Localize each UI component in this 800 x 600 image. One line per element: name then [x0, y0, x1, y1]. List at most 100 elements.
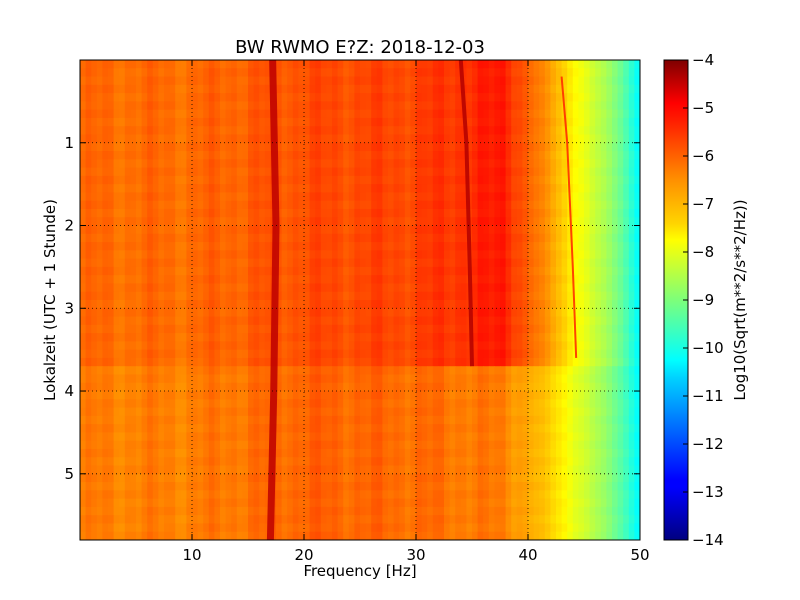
heatmap-cell [287, 250, 294, 260]
heatmap-cell [595, 382, 602, 392]
heatmap-cell [169, 134, 176, 144]
heatmap-cell [544, 283, 551, 293]
heatmap-cell [236, 68, 243, 78]
heatmap-cell [494, 217, 501, 227]
heatmap-cell [382, 399, 389, 409]
heatmap-cell [214, 109, 221, 119]
heatmap-cell [326, 76, 333, 86]
heatmap-cell [365, 101, 372, 111]
heatmap-cell [544, 126, 551, 136]
heatmap-cell [348, 60, 355, 69]
heatmap-cell [634, 283, 640, 293]
heatmap-cell [544, 407, 551, 417]
heatmap-cell [578, 308, 585, 318]
heatmap-cell [259, 448, 266, 458]
heatmap-cell [124, 440, 131, 450]
heatmap-cell [623, 341, 630, 351]
heatmap-cell [180, 101, 187, 111]
heatmap-cell [298, 192, 305, 202]
heatmap-cell [281, 448, 288, 458]
heatmap-cell [505, 415, 512, 425]
heatmap-cell [500, 382, 507, 392]
heatmap-cell [578, 349, 585, 359]
heatmap-cell [371, 399, 378, 409]
heatmap-cell [108, 324, 115, 334]
heatmap-cell [208, 399, 215, 409]
heatmap-cell [360, 151, 367, 160]
heatmap-cell [141, 134, 148, 144]
heatmap-cell [516, 349, 523, 359]
heatmap-cell [292, 333, 299, 342]
heatmap-cell [315, 242, 322, 251]
heatmap-cell [214, 465, 221, 475]
heatmap-cell [259, 357, 266, 367]
heatmap-cell [80, 101, 87, 111]
heatmap-cell [455, 432, 462, 442]
heatmap-cell [96, 333, 103, 342]
heatmap-cell [130, 424, 137, 434]
heatmap-cell [259, 324, 266, 334]
heatmap-cell [309, 151, 316, 160]
heatmap-cell [259, 291, 266, 301]
heatmap-cell [416, 101, 423, 111]
heatmap-cell [410, 266, 417, 276]
heatmap-cell [298, 357, 305, 367]
heatmap-cell [365, 448, 372, 458]
heatmap-cell [164, 134, 171, 144]
heatmap-cell [376, 432, 383, 442]
heatmap-cell [488, 399, 495, 409]
heatmap-cell [354, 242, 361, 251]
heatmap-cell [432, 225, 439, 235]
heatmap-cell [567, 151, 574, 160]
heatmap-cell [242, 208, 249, 218]
heatmap-cell [225, 382, 232, 392]
heatmap-cell [516, 200, 523, 210]
heatmap-cell [600, 109, 607, 119]
heatmap-cell [533, 357, 540, 367]
heatmap-cell [169, 440, 176, 450]
heatmap-cell [466, 440, 473, 450]
heatmap-cell [214, 93, 221, 102]
heatmap-cell [220, 225, 227, 235]
heatmap-cell [332, 308, 339, 318]
heatmap-cell [337, 60, 344, 69]
heatmap-cell [113, 101, 120, 111]
heatmap-cell [85, 84, 92, 94]
heatmap-cell [315, 300, 322, 309]
heatmap-cell [494, 407, 501, 417]
heatmap-cell [612, 126, 619, 136]
heatmap-cell [236, 242, 243, 251]
heatmap-cell [444, 448, 451, 458]
heatmap-cell [91, 333, 98, 342]
heatmap-cell [444, 308, 451, 318]
heatmap-cell [91, 407, 98, 417]
heatmap-cell [628, 349, 635, 359]
heatmap-cell [315, 225, 322, 235]
heatmap-cell [225, 126, 232, 136]
heatmap-cell [337, 448, 344, 458]
heatmap-cell [326, 233, 333, 243]
heatmap-cell [600, 233, 607, 243]
heatmap-cell [175, 266, 182, 276]
heatmap-cell [472, 101, 479, 111]
heatmap-cell [304, 308, 311, 318]
heatmap-cell [533, 291, 540, 301]
heatmap-cell [320, 324, 327, 334]
heatmap-cell [550, 316, 557, 326]
heatmap-cell [600, 391, 607, 400]
heatmap-cell [427, 333, 434, 342]
heatmap-cell [567, 142, 574, 152]
heatmap-cell [326, 333, 333, 342]
heatmap-cell [600, 341, 607, 351]
heatmap-cell [332, 324, 339, 334]
heatmap-cell [281, 415, 288, 425]
heatmap-cell [410, 200, 417, 210]
heatmap-cell [634, 250, 640, 260]
heatmap-cell [427, 76, 434, 86]
heatmap-cell [152, 109, 159, 119]
heatmap-cell [208, 134, 215, 144]
heatmap-cell [253, 101, 260, 111]
heatmap-cell [533, 208, 540, 218]
heatmap-cell [483, 291, 490, 301]
heatmap-cell [304, 432, 311, 442]
